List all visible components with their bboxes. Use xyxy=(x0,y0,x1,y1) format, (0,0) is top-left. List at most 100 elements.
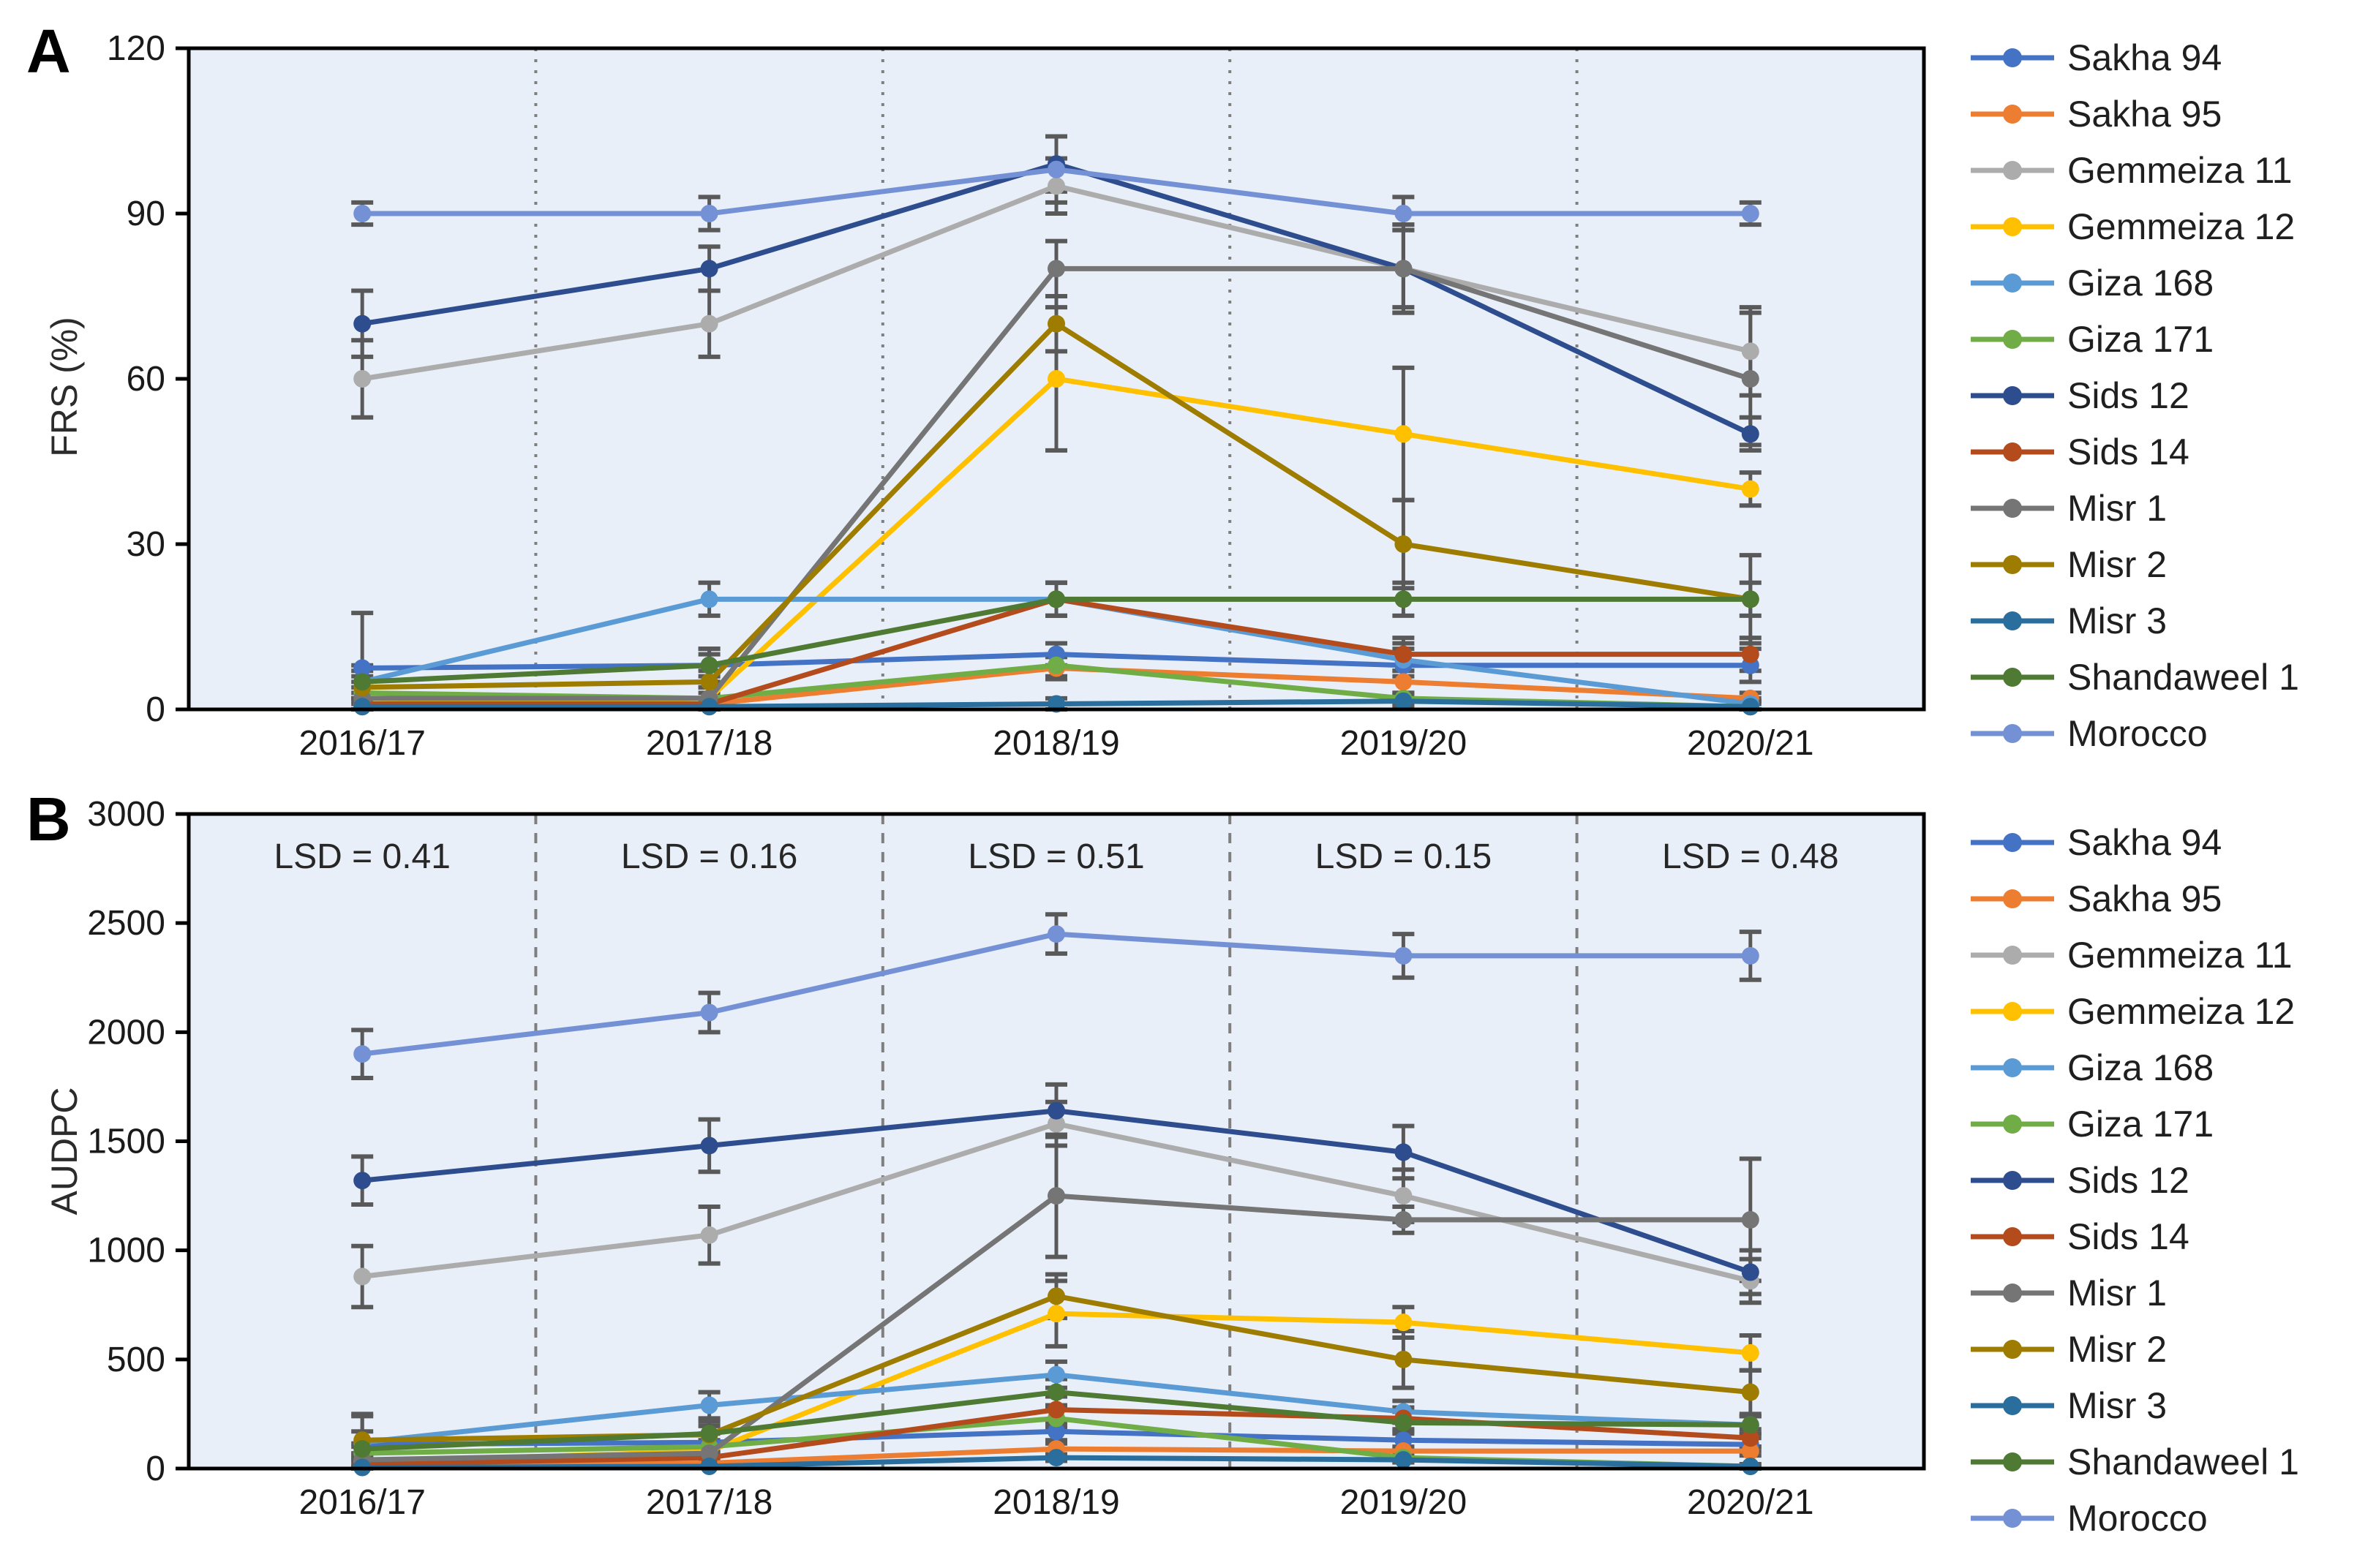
series-marker xyxy=(1741,590,1759,608)
series-marker xyxy=(1048,1101,1065,1120)
lsd-annotation: LSD = 0.16 xyxy=(621,837,798,876)
legend-series-label: Giza 171 xyxy=(2067,1103,2214,1145)
series-marker xyxy=(1741,1343,1759,1362)
legend-series-label: Misr 3 xyxy=(2067,1384,2168,1426)
series-marker xyxy=(1741,1458,1759,1476)
legend-item: Gemmeiza 12 xyxy=(1969,983,2299,1039)
series-marker xyxy=(700,205,718,222)
series-marker xyxy=(1048,925,1065,943)
legend-series-label: Giza 171 xyxy=(2067,318,2214,360)
legend-item: Shandaweel 1 xyxy=(1969,1433,2299,1490)
series-marker xyxy=(1048,260,1065,278)
legend-item: Morocco xyxy=(1969,1490,2299,1546)
legend-marker-icon xyxy=(1971,498,2054,518)
panel-b-label: B xyxy=(26,785,71,853)
legend-marker-icon xyxy=(1971,1001,2054,1021)
legend-series-label: Gemmeiza 11 xyxy=(2067,934,2293,976)
x-axis-season-label: 2020/21 xyxy=(1687,1483,1814,1522)
y-axis-tick-label: 1500 xyxy=(87,1123,165,1161)
legend-series-label: Misr 1 xyxy=(2067,1272,2168,1313)
series-marker xyxy=(1394,590,1413,608)
panel-a-label: A xyxy=(26,17,71,86)
series-marker xyxy=(1741,946,1759,965)
series-marker xyxy=(1741,1442,1759,1460)
lsd-annotation: LSD = 0.48 xyxy=(1662,837,1839,876)
legend-marker-icon xyxy=(1971,273,2054,293)
series-marker xyxy=(1394,205,1413,222)
series-marker xyxy=(1048,656,1065,674)
legend-item: Misr 3 xyxy=(1969,592,2299,649)
y-axis-tick-label: 60 xyxy=(127,360,165,399)
series-marker xyxy=(1394,645,1413,663)
legend-item: Gemmeiza 11 xyxy=(1969,927,2299,983)
series-marker xyxy=(700,260,718,278)
legend-series-label: Sakha 94 xyxy=(2067,37,2222,78)
series-marker xyxy=(700,673,718,691)
x-axis-season-label: 2018/19 xyxy=(993,1483,1120,1522)
x-axis-season-label: 2019/20 xyxy=(1340,724,1467,763)
plot-frame xyxy=(187,812,1926,1471)
legend-marker-icon xyxy=(1971,945,2054,965)
legend-marker-icon xyxy=(1971,889,2054,908)
legend-item: Sakha 95 xyxy=(1969,86,2299,142)
series-marker xyxy=(353,1267,372,1286)
legend-marker-icon xyxy=(1971,723,2054,743)
legend-marker-icon xyxy=(1971,48,2054,67)
series-marker xyxy=(700,1396,718,1414)
x-axis-season-label: 2019/20 xyxy=(1340,1483,1467,1522)
series-marker xyxy=(1394,260,1413,278)
series-marker xyxy=(700,314,718,333)
legend-panel-b: Sakha 94 Sakha 95 Gemmeiza 11 Gemmeiza 12 Gi… xyxy=(1969,814,2299,1546)
series-marker xyxy=(1048,1287,1065,1305)
legend-item: Sakha 94 xyxy=(1969,814,2299,870)
legend-series-label: Sids 12 xyxy=(2067,1159,2189,1201)
series-marker xyxy=(1394,1187,1413,1205)
series-marker xyxy=(1394,1414,1413,1432)
legend-item: Morocco xyxy=(1969,705,2299,761)
series-marker xyxy=(1394,1313,1413,1332)
series-marker xyxy=(1741,480,1759,498)
legend-marker-icon xyxy=(1971,1170,2054,1190)
legend-series-label: Sids 12 xyxy=(2067,374,2189,416)
x-axis-season-label: 2016/17 xyxy=(298,1483,426,1522)
legend-series-label: Giza 168 xyxy=(2067,1047,2214,1088)
x-axis-season-label: 2017/18 xyxy=(646,1483,773,1522)
legend-marker-icon xyxy=(1971,1508,2054,1528)
legend-series-label: Misr 2 xyxy=(2067,1328,2168,1370)
plot-frame xyxy=(187,46,1926,712)
legend-marker-icon xyxy=(1971,216,2054,236)
series-marker xyxy=(1048,1449,1065,1467)
legend-item: Giza 168 xyxy=(1969,255,2299,311)
legend-panel-a: Sakha 94 Sakha 95 Gemmeiza 11 Gemmeiza 12 Gi… xyxy=(1969,29,2299,761)
x-axis-season-label: 2017/18 xyxy=(646,724,773,763)
legend-item: Misr 2 xyxy=(1969,1321,2299,1377)
series-marker xyxy=(1048,1115,1065,1133)
legend-marker-icon xyxy=(1971,1058,2054,1077)
legend-series-label: Giza 168 xyxy=(2067,262,2214,304)
legend-item: Misr 1 xyxy=(1969,1264,2299,1321)
series-marker xyxy=(1741,425,1759,443)
series-marker xyxy=(1741,1263,1759,1281)
x-axis-season-label: 2016/17 xyxy=(298,724,426,763)
legend-series-label: Sakha 95 xyxy=(2067,878,2222,919)
legend-item: Sakha 94 xyxy=(1969,29,2299,86)
legend-marker-icon xyxy=(1971,1226,2054,1246)
legend-marker-icon xyxy=(1971,329,2054,349)
y-axis-tick-label: 1000 xyxy=(87,1232,165,1270)
series-marker xyxy=(700,1137,718,1155)
legend-marker-icon xyxy=(1971,385,2054,405)
series-marker xyxy=(1394,1143,1413,1161)
series-marker xyxy=(700,656,718,674)
legend-marker-icon xyxy=(1971,442,2054,461)
legend-item: Sakha 95 xyxy=(1969,870,2299,927)
series-marker xyxy=(700,1226,718,1244)
series-marker xyxy=(353,205,372,222)
y-axis-tick-label: 90 xyxy=(127,195,165,233)
series-marker xyxy=(1741,698,1759,716)
legend-marker-icon xyxy=(1971,104,2054,124)
series-marker xyxy=(1741,1383,1759,1401)
legend-series-label: Misr 3 xyxy=(2067,600,2168,641)
legend-marker-icon xyxy=(1971,667,2054,687)
legend-series-label: Shandaweel 1 xyxy=(2067,656,2299,698)
